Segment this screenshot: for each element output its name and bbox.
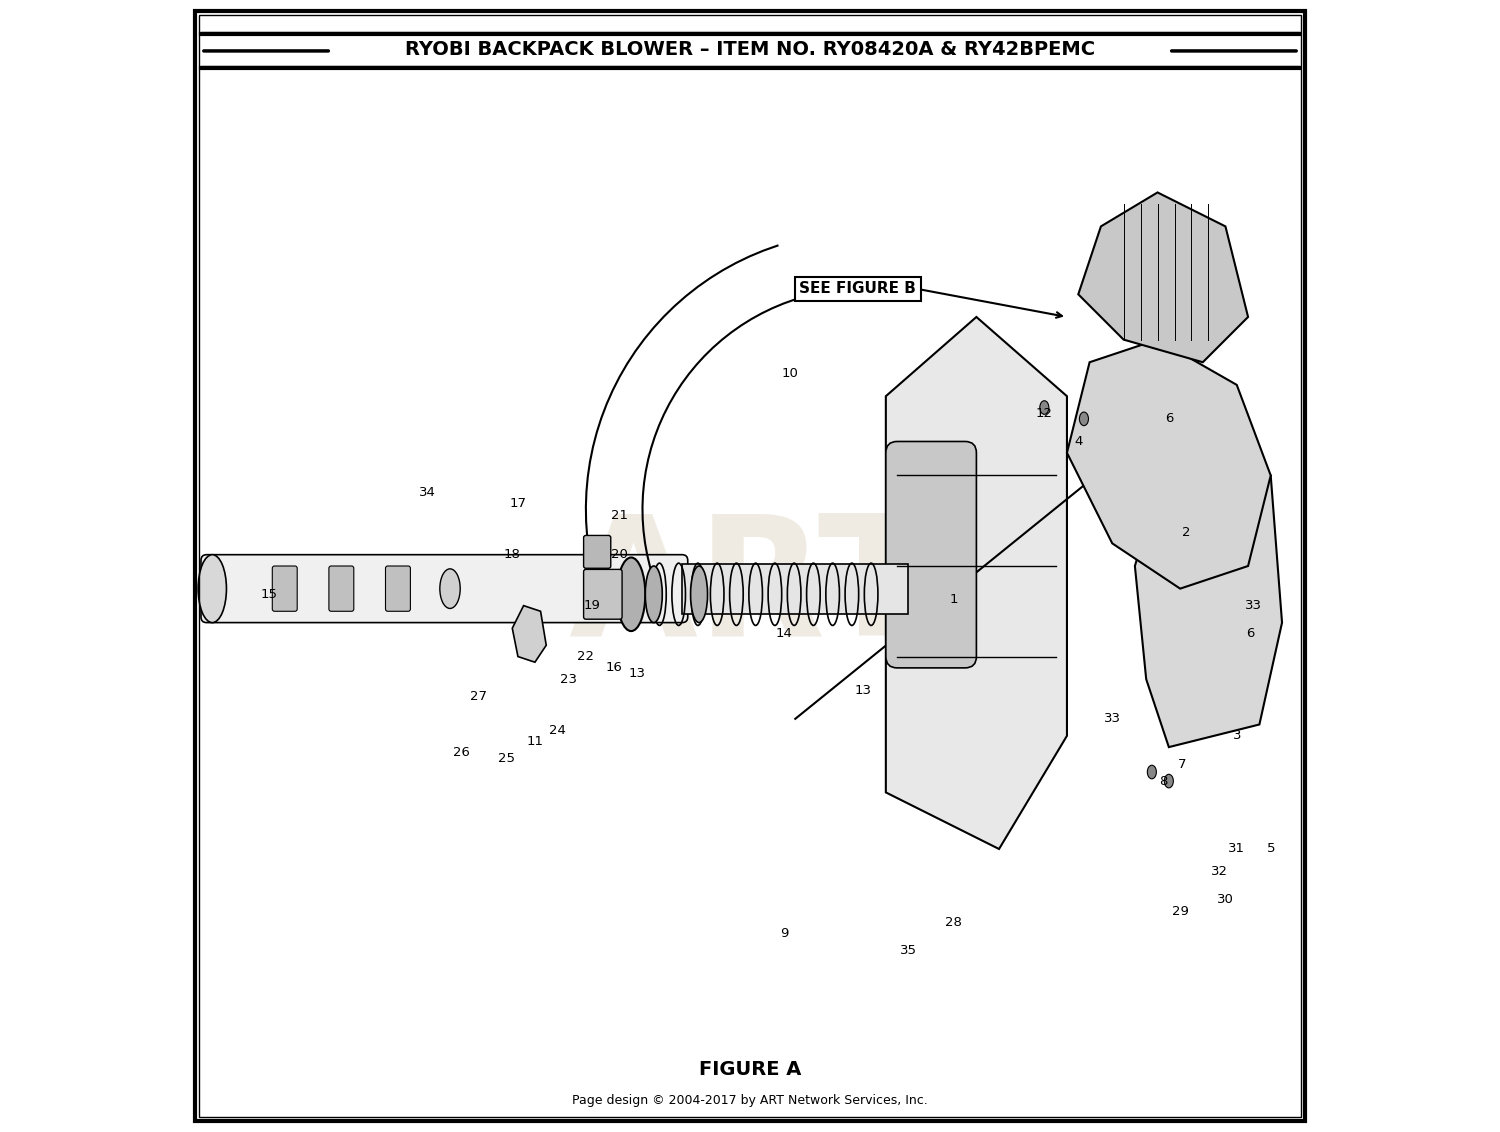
Ellipse shape [645, 566, 663, 623]
Text: 6: 6 [1246, 627, 1254, 641]
Text: 4: 4 [1074, 435, 1083, 448]
Text: 19: 19 [584, 599, 600, 612]
Polygon shape [1066, 340, 1270, 589]
Ellipse shape [1148, 765, 1156, 779]
Ellipse shape [616, 558, 645, 632]
Text: 12: 12 [1036, 406, 1053, 420]
Text: 24: 24 [549, 723, 566, 737]
Ellipse shape [690, 566, 708, 623]
Text: 8: 8 [1160, 774, 1167, 788]
Text: ART: ART [568, 507, 932, 670]
FancyBboxPatch shape [273, 566, 297, 611]
Text: 13: 13 [628, 667, 645, 680]
Polygon shape [886, 317, 1066, 849]
Text: 6: 6 [1164, 412, 1173, 426]
Text: 27: 27 [470, 689, 488, 703]
Text: 14: 14 [776, 627, 792, 641]
FancyBboxPatch shape [328, 566, 354, 611]
Text: 33: 33 [1104, 712, 1120, 726]
Text: 1: 1 [950, 593, 958, 607]
Text: 9: 9 [780, 927, 788, 941]
Text: 31: 31 [1228, 842, 1245, 856]
Ellipse shape [1040, 401, 1048, 414]
Text: 15: 15 [261, 588, 278, 601]
Text: 20: 20 [612, 548, 628, 561]
FancyBboxPatch shape [584, 535, 610, 568]
Text: 26: 26 [453, 746, 470, 760]
Text: FIGURE A: FIGURE A [699, 1061, 801, 1079]
FancyBboxPatch shape [584, 569, 622, 619]
Text: 18: 18 [504, 548, 520, 561]
Text: 30: 30 [1216, 893, 1234, 907]
Text: SEE FIGURE B: SEE FIGURE B [800, 281, 916, 297]
Text: 28: 28 [945, 916, 962, 929]
Text: 22: 22 [578, 650, 594, 663]
Text: 3: 3 [1233, 729, 1240, 743]
Text: 23: 23 [561, 672, 578, 686]
Text: 11: 11 [526, 735, 543, 748]
FancyBboxPatch shape [201, 555, 687, 623]
Ellipse shape [198, 555, 226, 623]
Text: 10: 10 [782, 367, 798, 380]
Polygon shape [1136, 430, 1282, 747]
Text: 5: 5 [1266, 842, 1275, 856]
Text: RYOBI BACKPACK BLOWER – ITEM NO. RY08420A & RY42BPEMC: RYOBI BACKPACK BLOWER – ITEM NO. RY08420… [405, 41, 1095, 59]
Text: 35: 35 [900, 944, 916, 958]
FancyBboxPatch shape [682, 564, 909, 614]
Polygon shape [513, 606, 546, 662]
Text: 21: 21 [612, 508, 628, 522]
Text: 13: 13 [855, 684, 871, 697]
Text: 17: 17 [510, 497, 526, 511]
Text: 33: 33 [1245, 599, 1262, 612]
Text: 29: 29 [1172, 904, 1188, 918]
Ellipse shape [440, 568, 460, 609]
Text: 25: 25 [498, 752, 514, 765]
Text: 32: 32 [1212, 865, 1228, 878]
FancyBboxPatch shape [386, 566, 411, 611]
Text: 16: 16 [606, 661, 622, 675]
Polygon shape [1078, 192, 1248, 362]
Ellipse shape [1080, 412, 1089, 426]
Text: 2: 2 [1182, 525, 1190, 539]
Ellipse shape [1164, 774, 1173, 788]
FancyBboxPatch shape [886, 441, 977, 668]
Text: 7: 7 [1178, 757, 1186, 771]
Text: Page design © 2004-2017 by ART Network Services, Inc.: Page design © 2004-2017 by ART Network S… [572, 1094, 928, 1107]
Text: 34: 34 [419, 486, 436, 499]
